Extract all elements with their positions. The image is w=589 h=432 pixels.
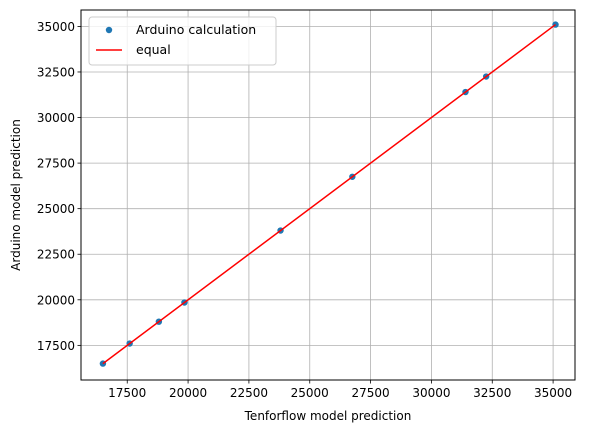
x-tick-label: 17500 (108, 386, 146, 400)
y-tick-label: 17500 (37, 339, 75, 353)
y-tick-label: 25000 (37, 202, 75, 216)
y-axis-label: Arduino model prediction (9, 119, 23, 271)
legend-label-equal: equal (136, 42, 171, 57)
x-tick-label: 22500 (230, 386, 268, 400)
x-tick-label: 32500 (473, 386, 511, 400)
legend-box (88, 16, 277, 66)
equal-line (102, 23, 556, 365)
axis-ticks: 17500 20000 22500 25000 27500 30000 32500 35000… (37, 20, 572, 400)
legend-label-arduino-calculation: Arduino calculation (136, 22, 256, 37)
x-tick-label: 30000 (412, 386, 450, 400)
x-tick-label: 27500 (351, 386, 389, 400)
y-tick-label: 35000 (37, 20, 75, 34)
plot-frame (80, 9, 576, 381)
y-tick-label: 30000 (37, 111, 75, 125)
x-tick-label: 20000 (169, 386, 207, 400)
y-tick-label: 20000 (37, 293, 75, 307)
legend: Arduino calculation equal (88, 16, 277, 66)
x-tick-label: 35000 (534, 386, 572, 400)
x-axis-label: Tenforflow model prediction (244, 409, 412, 423)
y-tick-label: 32500 (37, 65, 75, 79)
legend-marker-arduino-calculation (105, 26, 113, 34)
y-tick-label: 27500 (37, 157, 75, 171)
plot-data (99, 21, 559, 367)
grid (81, 10, 575, 380)
x-tick-label: 25000 (291, 386, 329, 400)
y-tick-label: 22500 (37, 248, 75, 262)
